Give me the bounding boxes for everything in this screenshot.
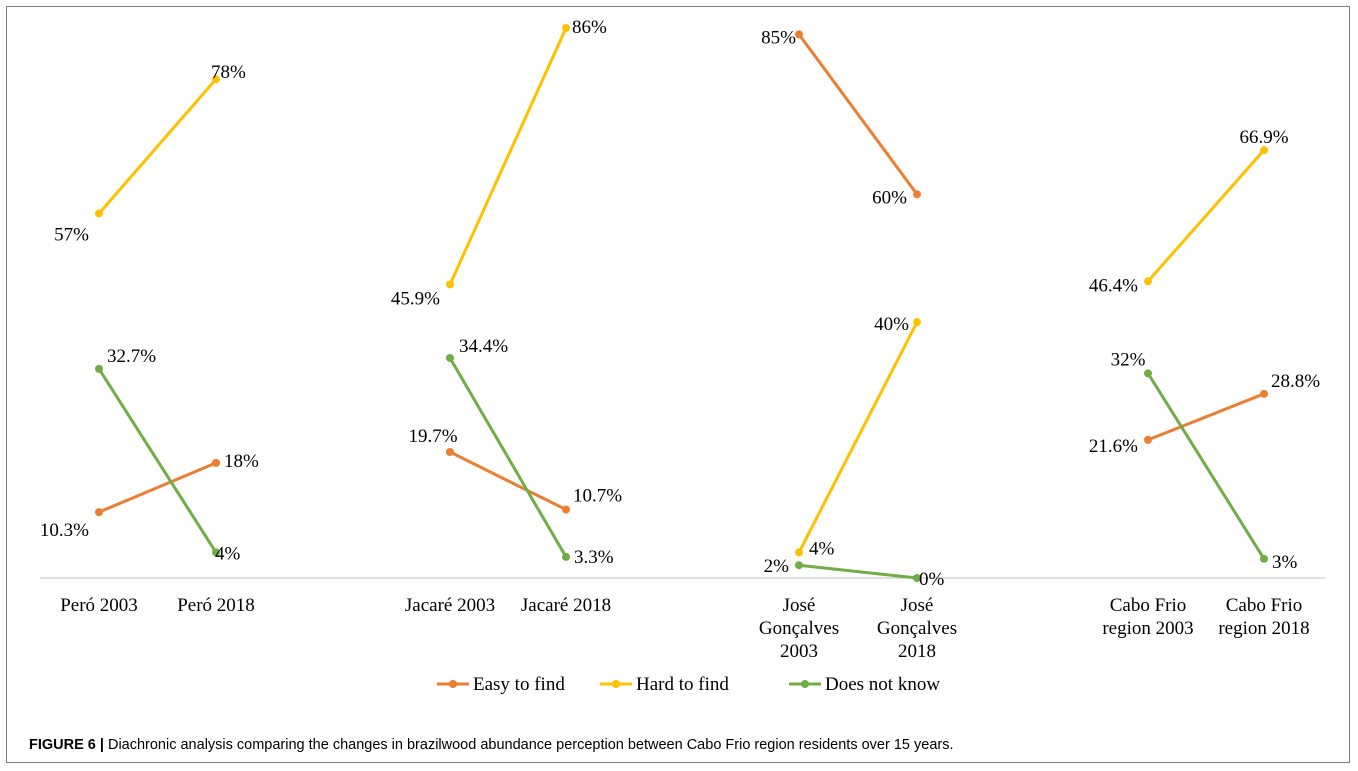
caption-text: Diachronic analysis comparing the change… [107, 737, 954, 753]
data-label-jacare-easy-to-find-2018: 10.7% [573, 486, 622, 507]
data-label-cabo-frio-region-easy-to-find-2018: 28.8% [1271, 371, 1320, 392]
data-point-jose-goncalves-easy-to-find-2003 [795, 30, 803, 39]
data-point-jose-goncalves-hard-to-find-2018 [913, 318, 921, 327]
series-line-jose-goncalves-does-not-know [798, 563, 918, 580]
x-tick-label-pero-2003: Peró 2003 [60, 595, 138, 616]
data-label-pero-does-not-know-2018: 4% [215, 543, 241, 564]
data-label-jacare-hard-to-find-2018: 86% [572, 17, 607, 38]
series-line-pero-easy-to-find [98, 461, 217, 514]
x-tick-label-pero-2018: Peró 2018 [177, 595, 255, 616]
data-label-cabo-frio-region-easy-to-find-2003: 21.6% [1089, 436, 1138, 457]
series-line-cabo-frio-region-does-not-know [1146, 372, 1266, 560]
data-point-cabo-frio-region-does-not-know-2003 [1144, 369, 1152, 378]
data-point-jose-goncalves-hard-to-find-2003 [795, 548, 803, 557]
data-point-pero-easy-to-find-2018 [212, 458, 220, 467]
series-line-pero-hard-to-find [97, 78, 218, 215]
data-label-jose-goncalves-easy-to-find-2018: 60% [872, 187, 907, 208]
data-label-cabo-frio-region-hard-to-find-2018: 66.9% [1239, 127, 1288, 148]
data-point-jacare-does-not-know-2018 [562, 552, 570, 561]
legend-label-easy-to-find: Easy to find [473, 674, 565, 695]
data-label-jose-goncalves-hard-to-find-2003: 4% [809, 538, 835, 559]
data-label-jose-goncalves-hard-to-find-2018: 40% [874, 314, 909, 335]
x-tick-label-jose-goncalves-2018: José Gonçalves 2018 [877, 595, 957, 662]
data-point-pero-does-not-know-2003 [95, 364, 103, 373]
data-point-pero-hard-to-find-2003 [95, 209, 103, 218]
data-label-cabo-frio-region-hard-to-find-2003: 46.4% [1089, 275, 1138, 296]
data-label-jose-goncalves-easy-to-find-2003: 85% [761, 27, 796, 48]
data-label-jacare-does-not-know-2003: 34.4% [459, 336, 508, 357]
series-line-jacare-does-not-know [448, 357, 568, 558]
data-label-pero-hard-to-find-2018: 78% [211, 62, 246, 83]
x-tick-label-jacare-2003: Jacaré 2003 [405, 595, 495, 616]
data-point-jose-goncalves-easy-to-find-2018 [913, 190, 921, 199]
series-line-jose-goncalves-easy-to-find [797, 33, 919, 196]
data-label-pero-easy-to-find-2018: 18% [224, 451, 259, 472]
series-line-jacare-hard-to-find [448, 27, 568, 286]
data-label-jacare-hard-to-find-2003: 45.9% [391, 288, 440, 309]
data-point-jacare-does-not-know-2003 [446, 354, 454, 362]
figure-frame: 10.3% 18% 57% 78% 32.7% 4% Peró 2003 Peró 2018 1… [6, 6, 1350, 763]
data-point-cabo-frio-region-does-not-know-2018 [1260, 554, 1268, 563]
x-tick-label-cabo-frio-region-2003: Cabo Frio region 2003 [1102, 595, 1193, 639]
data-point-jose-goncalves-does-not-know-2018 [913, 574, 921, 582]
caption-label: FIGURE 6 | [29, 737, 104, 753]
data-point-jacare-hard-to-find-2018 [562, 24, 570, 32]
data-point-cabo-frio-region-easy-to-find-2003 [1144, 435, 1152, 444]
data-label-pero-easy-to-find-2003: 10.3% [40, 520, 89, 541]
data-label-cabo-frio-region-does-not-know-2018: 3% [1272, 552, 1298, 573]
legend-label-does-not-know: Does not know [825, 674, 940, 695]
x-tick-label-jose-goncalves-2003: José Gonçalves 2003 [759, 595, 839, 662]
data-label-jacare-does-not-know-2018: 3.3% [574, 547, 614, 568]
x-tick-label-jacare-2018: Jacaré 2018 [521, 595, 611, 616]
data-point-jacare-easy-to-find-2003 [446, 448, 454, 457]
data-label-jose-goncalves-does-not-know-2003: 2% [764, 556, 790, 577]
data-point-pero-easy-to-find-2003 [95, 508, 103, 517]
series-line-pero-does-not-know [97, 368, 218, 554]
legend-marker-does-not-know [801, 680, 809, 688]
data-point-jacare-hard-to-find-2003 [446, 280, 454, 289]
data-point-pero-does-not-know-2018 [212, 548, 220, 557]
figure-caption: FIGURE 6 | Diachronic analysis comparing … [29, 737, 954, 753]
series-line-jose-goncalves-hard-to-find [797, 321, 919, 554]
legend-label-hard-to-find: Hard to find [636, 674, 729, 695]
line-chart: 10.3% 18% 57% 78% 32.7% 4% Peró 2003 Peró 2018 1… [40, 17, 1325, 695]
data-label-jose-goncalves-does-not-know-2018: 0% [919, 569, 945, 590]
legend-marker-hard-to-find [612, 680, 620, 688]
legend-marker-easy-to-find [449, 680, 457, 688]
data-point-jose-goncalves-does-not-know-2003 [795, 561, 803, 570]
data-point-pero-hard-to-find-2018 [212, 75, 220, 84]
data-point-cabo-frio-region-hard-to-find-2018 [1260, 146, 1268, 155]
data-label-pero-hard-to-find-2003: 57% [54, 224, 89, 245]
data-label-cabo-frio-region-does-not-know-2003: 32% [1111, 349, 1146, 370]
series-line-cabo-frio-region-hard-to-find [1146, 149, 1266, 283]
series-line-cabo-frio-region-easy-to-find [1147, 392, 1265, 442]
series-line-jacare-easy-to-find [449, 450, 567, 511]
data-label-jacare-easy-to-find-2003: 19.7% [408, 426, 457, 447]
data-label-pero-does-not-know-2003: 32.7% [107, 346, 156, 367]
data-point-cabo-frio-region-hard-to-find-2003 [1144, 277, 1152, 286]
x-tick-label-cabo-frio-region-2018: Cabo Frio region 2018 [1218, 595, 1309, 639]
data-point-jacare-easy-to-find-2018 [562, 505, 570, 514]
data-point-cabo-frio-region-easy-to-find-2018 [1260, 389, 1268, 398]
